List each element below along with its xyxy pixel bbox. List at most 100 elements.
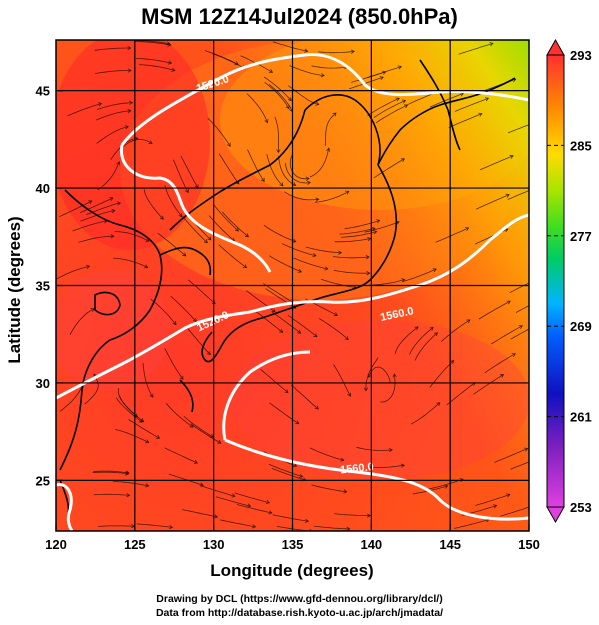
streamline-arrowhead [213,514,219,519]
streamline [478,300,511,320]
streamline [318,50,355,54]
colorbar: 293 285 277 269 261 253 [546,38,592,524]
streamline [215,496,251,507]
streamline [263,283,294,304]
streamline [72,220,108,232]
streamline-arrowhead [271,308,276,313]
streamline [509,282,529,293]
streamline [183,416,214,438]
streamline [218,244,247,269]
streamline [454,97,489,112]
streamline [428,478,464,490]
streamline [333,364,351,397]
streamline-arrowhead [242,264,248,269]
streamline [309,447,344,461]
streamline-arrowhead [401,99,407,104]
streamline-arrowhead [363,387,369,392]
streamline-arrowhead [367,236,372,242]
streamline-arrowhead [320,73,325,78]
streamline-arrowhead [127,45,132,51]
streamline-arrowhead [538,185,541,188]
streamline-arrowhead [287,97,292,102]
streamline-arrowhead [379,76,384,81]
streamline-arrowhead [86,264,91,269]
streamline-arrowhead [111,208,116,214]
x-axis: 120 125 130 135 140 145 150 [45,524,540,552]
streamline [247,149,265,182]
streamline [94,47,131,51]
streamline-arrowhead [524,447,529,452]
streamline-arrowhead [315,197,320,202]
streamline-arrowhead [345,190,350,195]
streamline-arrowhead [260,177,265,183]
streamline [170,295,197,322]
streamline [135,41,171,46]
streamline [271,311,301,334]
streamline-arrowhead [350,49,355,54]
streamline [84,373,99,405]
streamline-arrowhead [234,227,239,232]
streamline [260,368,289,393]
streamline-arrowhead [539,276,543,279]
streamline-arrowhead [333,312,339,317]
streamline [369,279,405,286]
streamline-arrowhead [366,271,371,276]
streamline-arrowhead [129,100,134,105]
streamline [454,519,490,529]
streamline [365,357,379,391]
streamline [334,238,371,243]
x-tick-label: 120 [45,537,67,552]
streamline-arrowhead [145,237,150,242]
streamline [97,161,120,191]
streamline-arrowhead [340,457,345,462]
chart-title: MSM 12Z14Jul2024 (850.0hPa) [141,4,458,29]
streamline [507,190,529,200]
streamline-arrowhead [414,326,419,331]
streamline [375,104,408,124]
streamline [218,153,240,185]
streamline [314,191,349,203]
streamline [97,102,133,110]
y-tick-label: 45 [36,84,50,99]
streamline-arrowhead [110,234,115,239]
streamline [409,327,434,355]
streamline [373,100,406,118]
streamline-arrowhead [125,471,130,476]
graticule [56,40,529,531]
y-axis: 25 30 35 40 45 [36,84,63,488]
y-tick-label: 25 [36,473,50,488]
wind-streamlines [56,40,543,531]
streamline [435,227,469,243]
streamline-arrowhead [297,268,303,273]
colorbar-label: 293 [570,48,592,63]
streamline [266,154,284,187]
streamline-arrowhead [518,325,523,330]
streamline [311,65,348,69]
streamline-arrowhead [93,373,98,378]
streamline-arrowhead [292,238,297,243]
streamline [473,374,504,395]
streamline-arrowhead [499,374,505,378]
streamline [157,232,187,257]
streamline [142,362,154,398]
streamline-arrowhead [347,392,351,397]
streamline-arrowhead [459,478,464,483]
streamline-arrowhead [279,182,284,187]
streamline [289,65,325,76]
streamline [263,224,296,243]
streamline [135,58,172,64]
streamline [510,461,529,470]
streamline [293,257,328,270]
streamline [368,464,405,468]
streamline-arrowhead [403,104,409,109]
streamline [281,243,316,257]
streamline-arrowhead [373,230,378,235]
streamline-arrowhead [167,42,172,47]
streamline-arrowhead [295,420,300,425]
contour-label: 1560.0 [340,461,375,476]
streamline [333,269,370,274]
streamline [373,158,405,179]
streamline-arrowhead [207,236,212,241]
y-tick-label: 35 [36,279,50,294]
streamline-arrowhead [178,213,183,218]
